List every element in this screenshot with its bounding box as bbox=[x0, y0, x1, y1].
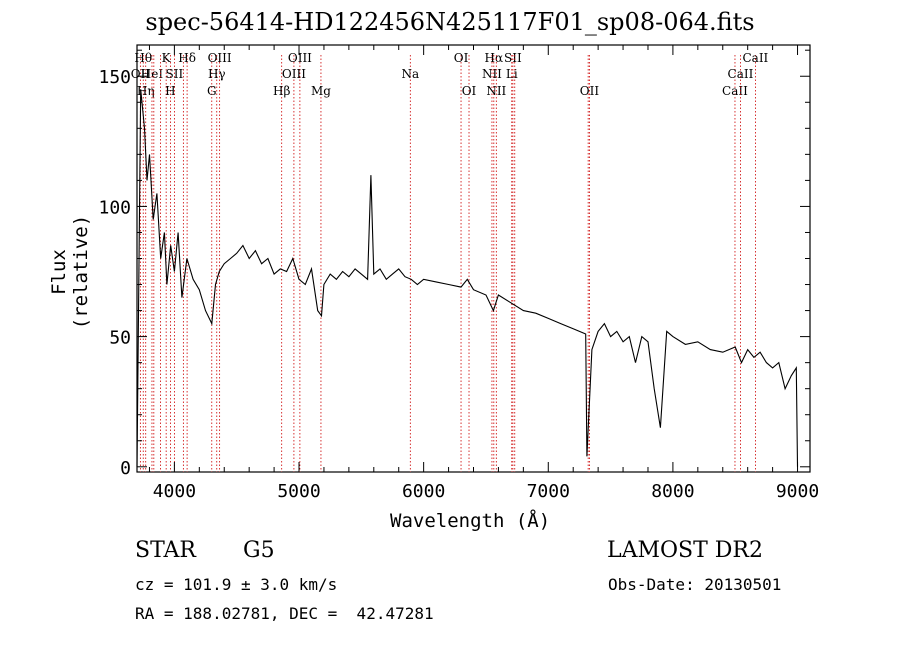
line-marker-label: OI bbox=[462, 84, 477, 98]
x-tick-label: 5000 bbox=[277, 481, 320, 502]
line-marker-label: OI bbox=[454, 51, 469, 65]
object-subclass: G5 bbox=[243, 538, 275, 563]
x-tick-label: 4000 bbox=[153, 481, 196, 502]
line-marker-label: SII bbox=[166, 67, 184, 81]
x-axis-label: Wavelength (Å) bbox=[390, 510, 551, 532]
line-marker-label: Hβ bbox=[273, 84, 290, 98]
line-marker-label: CaII bbox=[722, 84, 748, 98]
line-marker-label: SII bbox=[504, 51, 522, 65]
redshift-text: cz = 101.9 ± 3.0 km/s bbox=[135, 575, 338, 594]
line-marker-label: OIII bbox=[282, 67, 306, 81]
line-marker-label: OIII bbox=[208, 51, 232, 65]
y-tick-label: 50 bbox=[109, 328, 131, 349]
line-marker-label: HeI bbox=[141, 67, 164, 81]
x-tick-label: 7000 bbox=[527, 481, 570, 502]
line-marker-label: Hθ bbox=[134, 51, 152, 65]
chart-title: spec-56414-HD122456N425117F01_sp08-064.f… bbox=[145, 8, 755, 36]
line-marker-label: CaII bbox=[742, 51, 768, 65]
plot-frame bbox=[136, 44, 811, 473]
line-marker-label: Na bbox=[401, 67, 419, 81]
y-axis-label: Flux (relative) bbox=[48, 214, 92, 330]
y-tick-label: 150 bbox=[98, 67, 131, 88]
line-marker-label: Hγ bbox=[208, 67, 226, 81]
line-marker-label: Li bbox=[506, 67, 518, 81]
spectrum-line bbox=[136, 89, 799, 467]
line-marker-label: NII bbox=[486, 84, 506, 98]
line-marker-label: NII bbox=[482, 67, 502, 81]
x-tick-label: 8000 bbox=[651, 481, 694, 502]
y-tick-label: 0 bbox=[120, 458, 131, 479]
line-marker-label: Mg bbox=[311, 84, 331, 98]
object-class: STAR bbox=[135, 538, 196, 563]
coordinates-text: RA = 188.02781, DEC = 42.47281 bbox=[135, 604, 434, 623]
y-tick-label: 100 bbox=[98, 197, 131, 218]
line-marker-label: K bbox=[162, 51, 172, 65]
line-marker-label: CaII bbox=[728, 67, 754, 81]
line-marker-label: OII bbox=[580, 84, 600, 98]
line-marker-label: H bbox=[165, 84, 175, 98]
x-tick-label: 9000 bbox=[776, 481, 819, 502]
x-tick-label: 6000 bbox=[402, 481, 445, 502]
line-marker-label: Hδ bbox=[178, 51, 196, 65]
obs-date-text: Obs-Date: 20130501 bbox=[608, 575, 782, 594]
survey-name: LAMOST DR2 bbox=[607, 538, 763, 563]
line-marker-label: G bbox=[207, 84, 217, 98]
line-marker-label: OIII bbox=[288, 51, 312, 65]
line-marker-label: Hα bbox=[485, 51, 504, 65]
